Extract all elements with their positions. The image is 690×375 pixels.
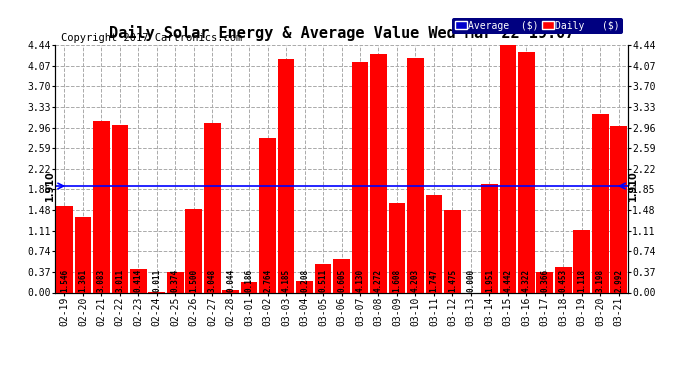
Text: 1.475: 1.475: [448, 269, 457, 292]
Bar: [536, 272, 553, 292]
Text: 4.272: 4.272: [374, 269, 383, 292]
Text: 0.511: 0.511: [319, 269, 328, 292]
Text: 4.185: 4.185: [282, 269, 290, 292]
Bar: [75, 217, 91, 292]
Bar: [370, 54, 387, 292]
Bar: [407, 58, 424, 292]
Text: 3.011: 3.011: [115, 269, 124, 292]
Text: 1.910: 1.910: [628, 171, 638, 201]
Text: 4.322: 4.322: [522, 269, 531, 292]
Bar: [426, 195, 442, 292]
Text: Copyright 2017 Cartronics.com: Copyright 2017 Cartronics.com: [61, 33, 242, 42]
Bar: [296, 281, 313, 292]
Bar: [56, 206, 72, 292]
Text: 4.130: 4.130: [355, 269, 364, 292]
Text: 1.910: 1.910: [46, 171, 55, 201]
Text: 0.366: 0.366: [540, 269, 549, 292]
Text: 1.361: 1.361: [79, 269, 88, 292]
Bar: [592, 114, 609, 292]
Bar: [518, 52, 535, 292]
Title: Daily Solar Energy & Average Value Wed Mar 22 19:07: Daily Solar Energy & Average Value Wed M…: [109, 25, 574, 41]
Bar: [333, 259, 350, 292]
Bar: [555, 267, 571, 292]
Bar: [388, 203, 405, 292]
Text: 2.764: 2.764: [263, 269, 272, 292]
Text: 1.118: 1.118: [578, 269, 586, 292]
Bar: [573, 230, 590, 292]
Text: 1.546: 1.546: [60, 269, 69, 292]
Bar: [444, 210, 461, 292]
Bar: [93, 121, 110, 292]
Text: 1.951: 1.951: [485, 269, 494, 292]
Bar: [130, 269, 147, 292]
Text: 0.011: 0.011: [152, 269, 161, 292]
Text: 4.442: 4.442: [503, 269, 512, 292]
Text: 3.198: 3.198: [595, 269, 604, 292]
Text: 0.208: 0.208: [300, 269, 309, 292]
Text: 1.500: 1.500: [189, 269, 198, 292]
Bar: [222, 290, 239, 292]
Bar: [112, 124, 128, 292]
Bar: [315, 264, 331, 292]
Text: 0.414: 0.414: [134, 269, 143, 292]
Text: 0.044: 0.044: [226, 269, 235, 292]
Bar: [500, 45, 516, 292]
Bar: [611, 126, 627, 292]
Legend: Average  ($), Daily   ($): Average ($), Daily ($): [452, 18, 623, 33]
Bar: [352, 62, 368, 292]
Text: 3.083: 3.083: [97, 269, 106, 292]
Bar: [204, 123, 221, 292]
Text: 0.374: 0.374: [171, 269, 180, 292]
Bar: [167, 272, 184, 292]
Text: 1.747: 1.747: [429, 269, 438, 292]
Bar: [259, 138, 276, 292]
Text: 1.608: 1.608: [393, 269, 402, 292]
Text: 0.186: 0.186: [245, 269, 254, 292]
Text: 0.605: 0.605: [337, 269, 346, 292]
Bar: [186, 209, 202, 292]
Text: 0.453: 0.453: [559, 269, 568, 292]
Text: 0.000: 0.000: [466, 269, 475, 292]
Text: 4.203: 4.203: [411, 269, 420, 292]
Bar: [241, 282, 257, 292]
Bar: [481, 184, 497, 292]
Text: 2.992: 2.992: [614, 269, 623, 292]
Text: 3.048: 3.048: [208, 269, 217, 292]
Bar: [278, 59, 295, 292]
